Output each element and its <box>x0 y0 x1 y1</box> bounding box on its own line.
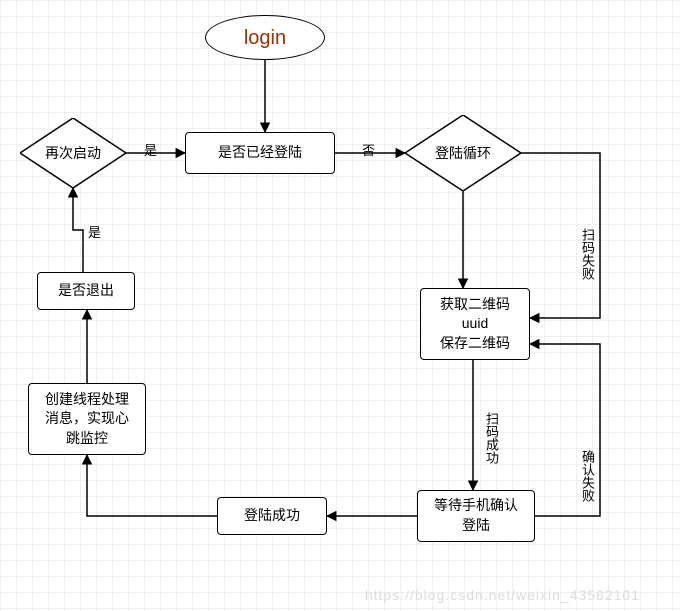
node-isexit-label: 是否退出 <box>58 281 114 301</box>
node-restart-label: 再次启动 <box>45 143 101 163</box>
node-success-label: 登陆成功 <box>244 506 300 526</box>
node-loginloop: 登陆循环 <box>405 115 521 191</box>
node-loginloop-label: 登陆循环 <box>435 143 491 163</box>
watermark: https://blog.csdn.net/weixin_43582101 <box>365 587 640 603</box>
node-thread-label: 创建线程处理 消息，实现心 跳监控 <box>45 390 129 449</box>
node-thread: 创建线程处理 消息，实现心 跳监控 <box>28 383 146 455</box>
node-success: 登陆成功 <box>217 497 327 535</box>
node-already: 是否已经登陆 <box>185 132 335 174</box>
node-wait-label: 等待手机确认 登陆 <box>434 496 518 535</box>
node-getqr: 获取二维码 uuid 保存二维码 <box>420 288 530 360</box>
edge-label-10: 确认失败 <box>578 450 597 502</box>
node-getqr-label: 获取二维码 uuid 保存二维码 <box>440 295 510 354</box>
node-start-label: login <box>244 24 286 52</box>
node-wait: 等待手机确认 登陆 <box>417 490 535 542</box>
node-restart: 再次启动 <box>20 118 126 188</box>
edge-label-9: 扫码失败 <box>578 228 597 280</box>
node-isexit: 是否退出 <box>37 272 135 310</box>
edge-label-1: 是 <box>144 140 157 159</box>
edge-label-4: 扫码成功 <box>482 412 501 464</box>
edge-label-8: 是 <box>88 222 101 241</box>
node-start: login <box>205 15 325 60</box>
node-already-label: 是否已经登陆 <box>218 143 302 163</box>
edge-label-2: 否 <box>362 140 375 159</box>
